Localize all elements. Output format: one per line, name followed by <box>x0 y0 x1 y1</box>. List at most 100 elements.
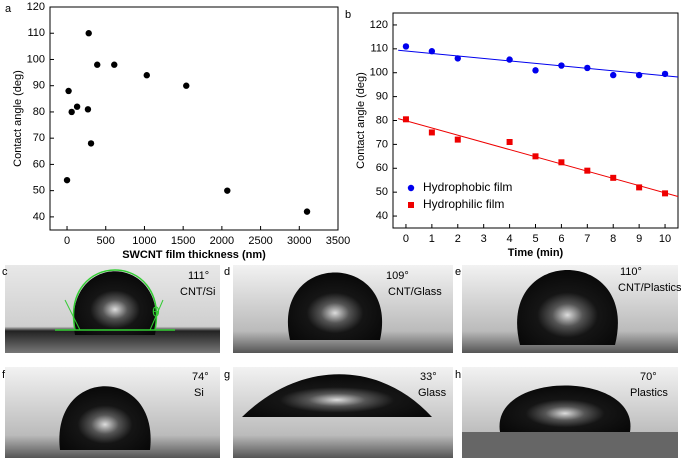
y-tick-label: 40 <box>33 211 45 223</box>
point <box>558 62 565 69</box>
y-tick-label: 40 <box>376 210 388 222</box>
substrate: CNT/Glass <box>388 286 442 298</box>
panel-label: d <box>224 266 230 278</box>
point <box>87 140 95 147</box>
angle: 109° <box>386 270 409 282</box>
x-tick-label: 1500 <box>171 235 195 247</box>
x-tick-label: 1 <box>429 233 435 245</box>
y-tick-label: 100 <box>27 53 45 65</box>
x-tick-label: 2000 <box>210 235 234 247</box>
x-tick-label: 3 <box>481 233 487 245</box>
point <box>610 71 617 79</box>
legend-label: Hydrophilic film <box>423 197 504 211</box>
angle: 110° <box>620 266 642 278</box>
y-tick-label: 70 <box>33 132 45 144</box>
point <box>558 159 565 166</box>
y-tick-label: 100 <box>370 67 388 79</box>
x-tick-label: 2 <box>455 233 461 245</box>
y-tick-label: 120 <box>370 19 388 31</box>
photo-g: 33° Glass g <box>224 367 453 458</box>
point <box>454 136 461 143</box>
x-axis-title: SWCNT film thickness (nm) <box>122 249 266 261</box>
point <box>68 108 75 116</box>
point <box>63 176 71 184</box>
point <box>428 48 436 55</box>
panel-label: e <box>455 266 461 278</box>
point <box>662 190 669 197</box>
point <box>65 87 72 95</box>
x-tick-label: 9 <box>636 233 642 245</box>
point <box>584 64 591 72</box>
point <box>84 106 92 113</box>
point <box>85 30 92 37</box>
point <box>661 70 669 78</box>
x-tick-label: 1000 <box>132 235 156 247</box>
x-tick-label: 0 <box>403 233 409 245</box>
fit-line <box>398 49 679 78</box>
panel-label: h <box>455 369 461 381</box>
point <box>402 43 410 50</box>
x-tick-label: 5 <box>532 233 538 245</box>
panel-label: g <box>224 369 230 381</box>
legend-marker <box>407 184 415 192</box>
plot-frame <box>392 12 679 229</box>
point <box>303 208 311 215</box>
point <box>111 61 118 68</box>
y-tick-label: 70 <box>376 138 388 150</box>
point <box>532 67 539 74</box>
point <box>506 56 513 63</box>
panel-label: c <box>2 266 8 278</box>
x-tick-label: 500 <box>97 235 115 247</box>
point <box>610 174 617 181</box>
x-tick-label: 8 <box>610 233 616 245</box>
point <box>454 55 461 62</box>
panel-label: f <box>2 369 6 381</box>
point <box>402 116 409 123</box>
x-tick-label: 2500 <box>248 235 272 247</box>
x-tick-label: 3500 <box>326 235 350 247</box>
point <box>224 187 231 194</box>
point <box>183 82 190 89</box>
point <box>584 167 591 174</box>
y-axis-title: Contact angle (deg) <box>12 70 24 167</box>
x-tick-label: 4 <box>507 233 513 245</box>
y-tick-label: 80 <box>376 114 388 126</box>
x-tick-label: 7 <box>584 233 590 245</box>
y-tick-label: 90 <box>33 80 45 92</box>
y-tick-label: 110 <box>27 27 45 39</box>
point <box>635 71 643 79</box>
y-tick-label: 50 <box>33 185 45 197</box>
y-tick-label: 80 <box>33 106 45 118</box>
point <box>636 184 643 191</box>
point <box>506 139 513 145</box>
plot-frame <box>49 6 339 231</box>
y-tick-label: 60 <box>376 162 388 174</box>
substrate: CNT/Plastics <box>618 282 681 294</box>
point <box>428 129 435 136</box>
photo-e: 110° CNT/Plastics e <box>455 265 681 353</box>
photo-h: 70° Plastics h <box>455 367 678 458</box>
panel-label: b <box>345 9 351 21</box>
substrate: Plastics <box>630 387 668 399</box>
panel-label: a <box>5 3 12 15</box>
angle: 111° <box>188 270 209 282</box>
x-tick-label: 3000 <box>287 235 311 247</box>
substrate: Glass <box>418 387 447 399</box>
x-tick-label: 10 <box>659 233 671 245</box>
substrate: Si <box>194 387 204 399</box>
y-axis-title: Contact angle (deg) <box>355 72 367 169</box>
point <box>143 72 150 79</box>
y-tick-label: 120 <box>27 1 45 13</box>
angle: 74° <box>192 371 209 383</box>
y-tick-label: 50 <box>376 186 388 198</box>
substrate: CNT/Si <box>180 286 215 298</box>
y-tick-label: 90 <box>376 91 388 103</box>
legend-marker <box>408 202 414 208</box>
y-tick-label: 60 <box>33 158 45 170</box>
x-tick-label: 0 <box>64 235 70 247</box>
point <box>532 153 539 160</box>
y-tick-label: 110 <box>370 43 388 55</box>
photo-f: 74° Si f <box>2 367 220 458</box>
photo-c: θ 111° CNT/Si c <box>2 265 220 353</box>
